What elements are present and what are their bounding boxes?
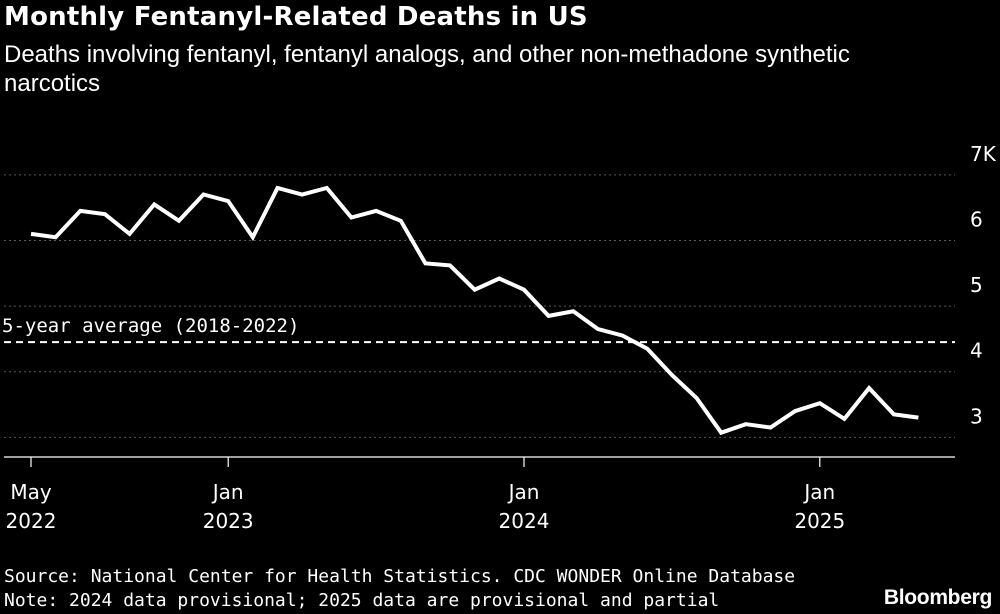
- series-line-0: [30, 185, 919, 436]
- series-group: [30, 185, 919, 436]
- y-axis: 3 4 5 6 7K: [970, 142, 997, 428]
- x-tick-label-year-1: 2023: [203, 509, 254, 533]
- y-tick-label-4: 4: [970, 339, 983, 363]
- x-tick-label-year-0: 2022: [6, 509, 57, 533]
- five-year-average-label: 5-year average (2018-2022): [2, 315, 299, 337]
- x-axis: May 2022 Jan 2023 Jan 2024 Jan 2025: [4, 456, 955, 533]
- x-tick-label-month-3: Jan: [802, 480, 835, 504]
- x-tick-label-month-2: Jan: [507, 480, 540, 504]
- x-tick-label-month-1: Jan: [211, 480, 244, 504]
- chart-title: Monthly Fentanyl-Related Deaths in US: [4, 2, 588, 32]
- x-tick-label-year-3: 2025: [794, 509, 845, 533]
- y-tick-label-6: 6: [970, 207, 983, 231]
- bloomberg-logo: Bloomberg: [883, 586, 992, 609]
- source-note: Source: National Center for Health Stati…: [4, 566, 796, 587]
- gridlines: [4, 174, 955, 438]
- y-tick-label-7K: 7K: [970, 142, 997, 166]
- reference-line-group: 5-year average (2018-2022): [2, 315, 955, 344]
- x-tick-label-year-2: 2024: [499, 509, 550, 533]
- data-note: Note: 2024 data provisional; 2025 data a…: [4, 590, 720, 611]
- chart-subtitle: Deaths involving fentanyl, fentanyl anal…: [4, 41, 850, 97]
- x-tick-label-month-0: May: [10, 480, 52, 504]
- y-tick-label-5: 5: [970, 273, 983, 297]
- y-tick-label-3: 3: [970, 404, 983, 428]
